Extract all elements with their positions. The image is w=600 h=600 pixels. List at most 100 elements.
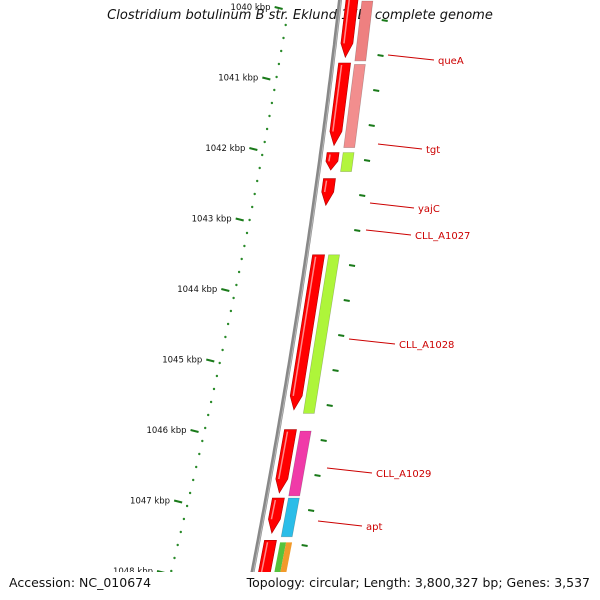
gc-dot [209,400,213,404]
leader-line-tgt [377,143,423,150]
minor-ticks [301,19,388,547]
gc-dot [198,452,201,456]
minor-tick [301,544,308,547]
backbone-highlight [252,0,342,572]
gc-dot [237,270,241,274]
cds-track [258,0,359,572]
minor-tick [348,264,356,267]
gc-dot [195,465,198,469]
gc-dot [218,361,221,365]
gc-dot [192,478,195,482]
gene-feature-queA [354,0,374,62]
leader-line-queA [387,54,435,61]
gc-dot [258,166,261,170]
gc-dot [207,413,210,417]
scale-tick [190,429,199,433]
genome-backbone [250,0,343,572]
gc-dot [212,387,216,391]
scale-tick [262,76,271,81]
scale-tick [173,499,183,504]
cds-shine [343,0,350,44]
scale-tick [249,147,258,151]
scale-tick [156,570,166,572]
gc-dot [240,257,243,261]
gene-label-apt: apt [366,522,382,533]
leader-line-CLL_A1027 [365,229,412,236]
map-title: Clostridium botulinum B str. Eklund 17B,… [107,8,493,23]
gc-dot [185,504,189,508]
gc-dot [248,218,251,222]
gene-label-yajC: yajC [418,204,440,215]
scale-tick-label: 1047 kbp [130,497,170,507]
gc-dot [226,322,230,326]
cds-shine [292,256,317,396]
gc-dot [243,244,246,248]
leader-line-CLL_A1028 [348,338,396,345]
gc-dot [201,439,204,443]
cds-feature [268,497,285,534]
leader-line-yajC [369,202,415,209]
scale-tick-label: 1042 kbp [205,144,245,154]
gc-dot [261,153,264,157]
gc-dot [229,309,233,313]
scale-tick-label: 1040 kbp [231,3,271,13]
gc-dot [253,192,256,196]
extra-feature [280,542,293,572]
cds-feature [289,254,325,411]
cds-shine [278,431,289,480]
gc-dot [268,114,271,118]
scale-tick [206,358,215,363]
gc-dot [170,569,173,572]
leader-line-apt [317,520,363,527]
gc-dot [265,127,269,131]
cds-feature [329,62,351,147]
minor-tick [307,509,315,512]
cds-feature [275,429,297,494]
gc-dot [282,36,285,40]
cds-shine [260,542,269,572]
cds-shine [270,499,277,520]
scale-tick [274,6,283,10]
minor-tick [320,439,327,442]
gc-dot [224,335,227,339]
minor-tick [359,194,366,197]
gene-track [274,0,374,572]
gc-dot [176,543,179,547]
gc-skew-dots [170,23,287,572]
backbone-line [250,0,343,572]
gc-dot [251,205,254,209]
gc-dot [280,49,283,53]
cds-shine [332,64,343,132]
scale-tick [235,217,244,222]
gc-dot [188,491,192,495]
gc-dot [221,348,224,352]
cds-shine [323,180,328,193]
minor-tick [368,124,375,127]
gc-dot [179,530,182,534]
gc-dot [204,426,207,430]
cds-shine [328,154,331,162]
gc-dot [235,283,238,287]
minor-tick [363,159,371,162]
cds-feature [325,152,340,171]
gene-label-CLL_A1027: CLL_A1027 [415,231,470,242]
cds-feature [321,178,336,207]
gc-dot [232,296,235,300]
gc-dot [270,101,274,105]
minor-tick [381,19,388,22]
gene-label-CLL_A1028: CLL_A1028 [399,340,454,351]
scale-tick-labels: 1040 kbp 1041 kbp 1042 kbp 1043 kbp 1044 kbp… [113,3,271,572]
gene-feature-apt [280,497,300,538]
scale-tick-label: 1045 kbp [162,356,202,366]
gene-feature-tgt [343,64,366,148]
gc-dot [245,231,249,235]
gc-dot [182,517,186,521]
minor-tick [314,474,321,477]
gc-dot [215,374,219,378]
topology-text: Topology: circular; Length: 3,800,327 bp… [246,575,590,590]
gene-label-tgt: tgt [426,145,440,156]
scale-tick [221,288,230,292]
gene-labels: queA tgt yajC CLL_A1027 CLL_A1028 CLL_A1029ap… [317,54,470,533]
scale-tick-label: 1046 kbp [146,426,186,436]
